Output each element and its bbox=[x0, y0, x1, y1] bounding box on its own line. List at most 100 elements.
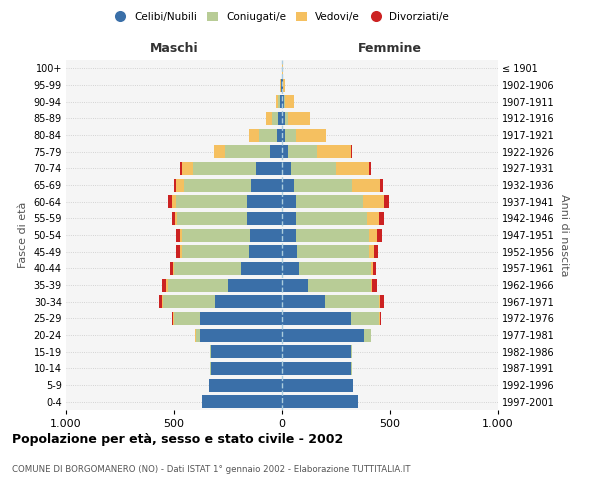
Bar bbox=[211, 345, 282, 358]
Bar bbox=[289, 112, 310, 125]
Bar bbox=[380, 312, 381, 325]
Bar bbox=[282, 162, 290, 175]
Bar bbox=[177, 212, 247, 225]
Bar bbox=[248, 128, 259, 141]
Bar bbox=[172, 212, 175, 225]
Bar bbox=[282, 328, 364, 342]
Bar bbox=[280, 95, 282, 108]
Bar bbox=[250, 228, 282, 241]
Bar bbox=[182, 162, 193, 175]
Bar bbox=[184, 178, 251, 192]
Bar bbox=[200, 312, 282, 325]
Bar bbox=[173, 262, 174, 275]
Bar bbox=[379, 295, 380, 308]
Bar bbox=[370, 245, 374, 258]
Bar bbox=[172, 312, 173, 325]
Bar bbox=[174, 262, 241, 275]
Text: Maschi: Maschi bbox=[149, 42, 199, 55]
Bar bbox=[351, 345, 352, 358]
Bar bbox=[282, 195, 296, 208]
Bar bbox=[259, 128, 277, 141]
Bar bbox=[176, 228, 181, 241]
Bar bbox=[371, 278, 372, 291]
Bar bbox=[294, 178, 352, 192]
Bar bbox=[214, 145, 225, 158]
Bar bbox=[325, 295, 379, 308]
Bar bbox=[296, 195, 363, 208]
Bar bbox=[374, 245, 378, 258]
Bar bbox=[282, 228, 296, 241]
Bar bbox=[380, 178, 383, 192]
Bar bbox=[367, 212, 379, 225]
Bar bbox=[202, 395, 282, 408]
Bar bbox=[299, 262, 371, 275]
Bar bbox=[211, 362, 282, 375]
Bar bbox=[282, 95, 284, 108]
Bar bbox=[282, 362, 351, 375]
Bar bbox=[370, 162, 371, 175]
Bar bbox=[297, 245, 370, 258]
Bar bbox=[351, 145, 352, 158]
Bar bbox=[200, 328, 282, 342]
Bar bbox=[272, 112, 278, 125]
Bar bbox=[336, 162, 370, 175]
Bar bbox=[163, 295, 215, 308]
Legend: Celibi/Nubili, Coniugati/e, Vedovi/e, Divorziati/e: Celibi/Nubili, Coniugati/e, Vedovi/e, Di… bbox=[111, 8, 453, 26]
Bar bbox=[282, 128, 285, 141]
Bar bbox=[209, 345, 211, 358]
Bar bbox=[176, 245, 181, 258]
Bar bbox=[277, 128, 282, 141]
Bar bbox=[247, 212, 282, 225]
Bar bbox=[282, 312, 351, 325]
Bar bbox=[176, 195, 247, 208]
Bar bbox=[256, 162, 282, 175]
Bar bbox=[317, 145, 351, 158]
Text: Popolazione per età, sesso e stato civile - 2002: Popolazione per età, sesso e stato civil… bbox=[12, 432, 343, 446]
Bar bbox=[172, 195, 176, 208]
Bar bbox=[248, 245, 282, 258]
Bar bbox=[174, 178, 176, 192]
Bar bbox=[284, 112, 289, 125]
Bar bbox=[290, 162, 336, 175]
Bar bbox=[380, 295, 383, 308]
Bar bbox=[182, 245, 248, 258]
Bar bbox=[282, 145, 289, 158]
Bar bbox=[282, 178, 294, 192]
Bar bbox=[225, 145, 270, 158]
Bar bbox=[282, 112, 284, 125]
Y-axis label: Anni di nascita: Anni di nascita bbox=[559, 194, 569, 276]
Bar bbox=[181, 162, 182, 175]
Bar bbox=[308, 278, 371, 291]
Bar bbox=[175, 212, 177, 225]
Bar bbox=[166, 278, 167, 291]
Bar bbox=[379, 212, 383, 225]
Text: Femmine: Femmine bbox=[358, 42, 422, 55]
Bar bbox=[174, 312, 200, 325]
Bar bbox=[278, 112, 282, 125]
Bar bbox=[283, 78, 285, 92]
Bar bbox=[371, 262, 373, 275]
Bar bbox=[289, 145, 317, 158]
Bar bbox=[159, 295, 162, 308]
Bar bbox=[215, 295, 282, 308]
Bar bbox=[181, 245, 182, 258]
Bar bbox=[251, 178, 282, 192]
Bar bbox=[167, 195, 172, 208]
Bar bbox=[176, 178, 184, 192]
Bar bbox=[241, 262, 282, 275]
Bar bbox=[281, 78, 282, 92]
Bar bbox=[181, 228, 182, 241]
Bar bbox=[282, 245, 297, 258]
Bar bbox=[193, 162, 256, 175]
Bar bbox=[282, 345, 351, 358]
Bar bbox=[173, 312, 174, 325]
Bar bbox=[209, 378, 282, 392]
Bar bbox=[282, 295, 325, 308]
Bar bbox=[383, 195, 389, 208]
Bar bbox=[276, 95, 278, 108]
Bar bbox=[282, 395, 358, 408]
Bar bbox=[162, 278, 166, 291]
Bar bbox=[170, 262, 173, 275]
Bar bbox=[296, 228, 370, 241]
Bar bbox=[228, 278, 282, 291]
